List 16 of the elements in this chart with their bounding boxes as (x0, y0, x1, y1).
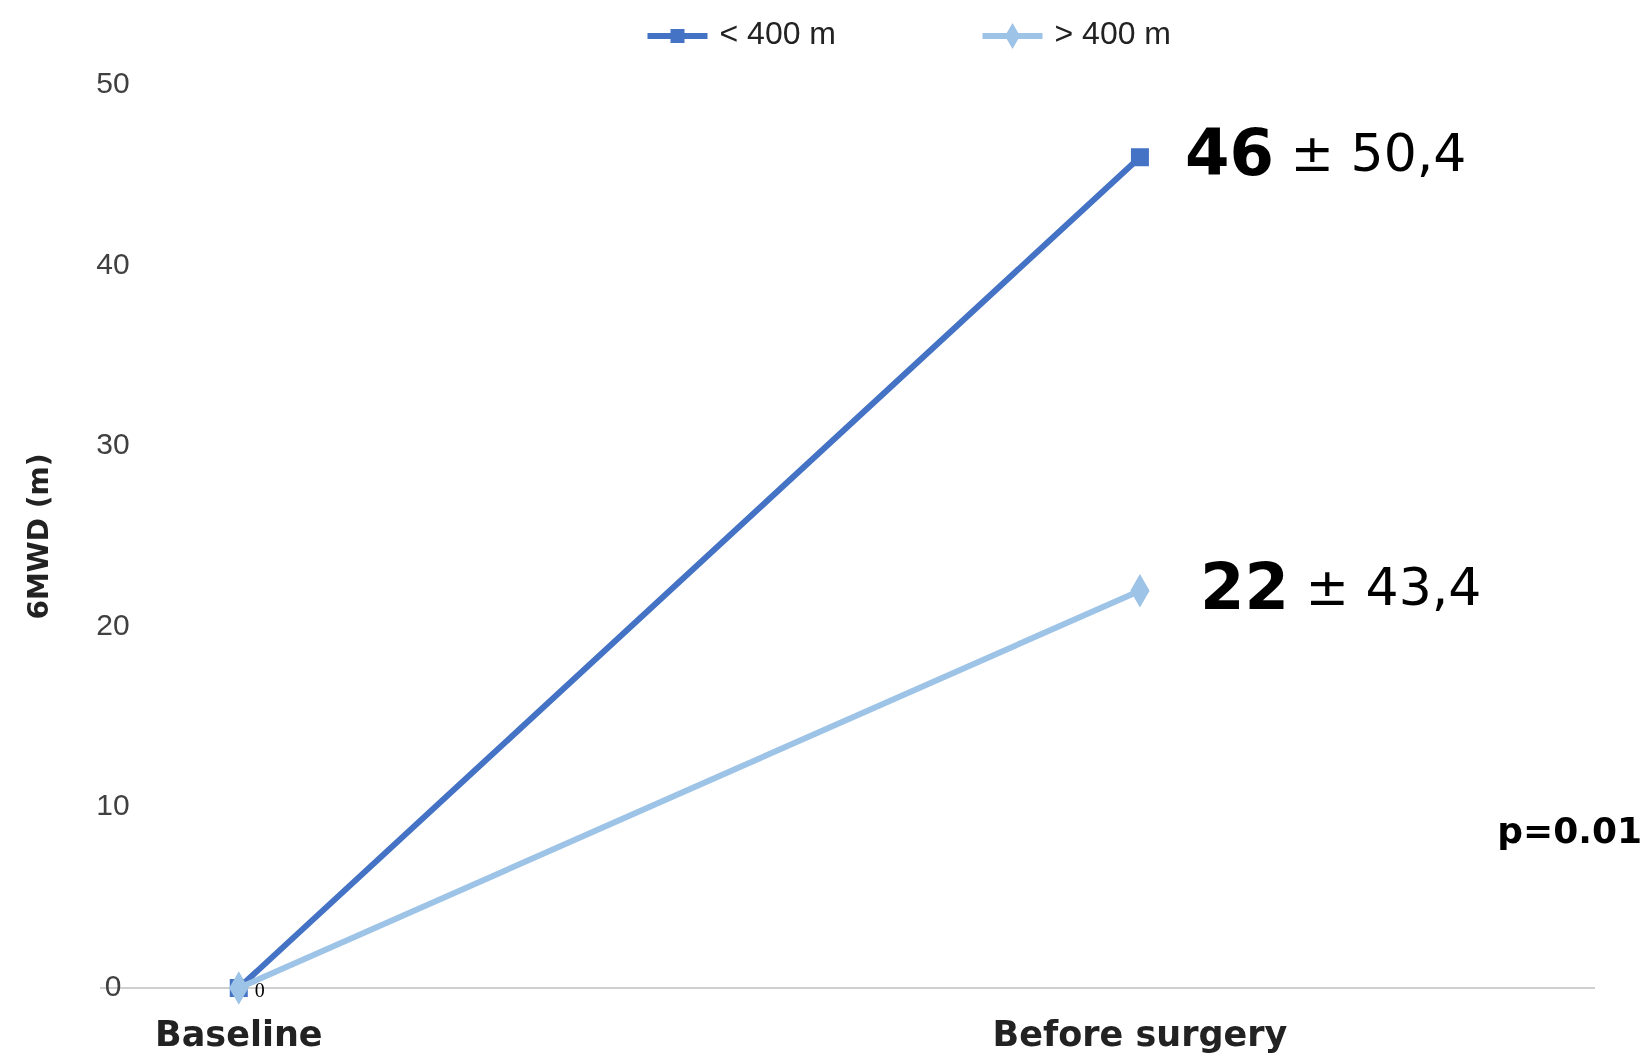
data-label: 46 ± 50,4 (1184, 115, 1467, 190)
annotation: p=0.01 (1497, 810, 1642, 851)
data-label: 22 ± 43,4 (1199, 549, 1482, 624)
data-label: 0 (254, 978, 265, 1001)
x-tick-label: Before surgery (992, 1014, 1288, 1054)
legend-label: < 400 m (719, 15, 837, 52)
y-tick-label: 30 (96, 427, 130, 461)
y-tick-label: 20 (96, 607, 130, 641)
x-tick-label: Baseline (155, 1014, 323, 1054)
y-axis-title: 6MWD (m) (22, 453, 55, 620)
y-tick-label: 40 (96, 246, 130, 280)
y-tick-label: 50 (96, 65, 130, 99)
legend-label: > 400 m (1054, 15, 1172, 52)
y-tick-label: 10 (96, 788, 130, 822)
point (1130, 148, 1149, 167)
y-tick-label: 0 (104, 968, 122, 1002)
